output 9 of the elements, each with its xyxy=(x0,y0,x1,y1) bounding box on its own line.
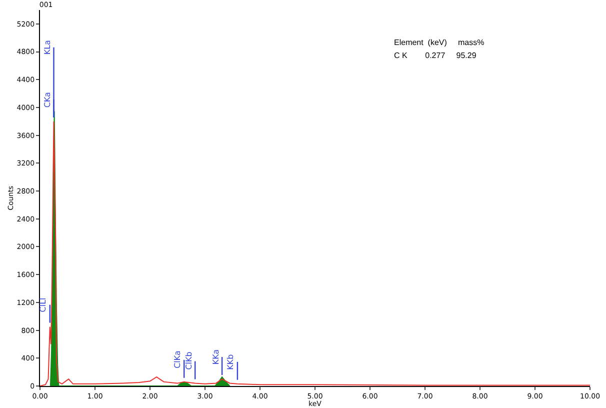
annotation: Element (keV) mass% xyxy=(394,38,484,47)
annotation: ClKb xyxy=(184,352,194,370)
annotation: KKa xyxy=(212,349,221,365)
annotation: CKa xyxy=(42,92,52,108)
annotation: KKb xyxy=(226,354,236,370)
annotation: KLa xyxy=(42,40,52,55)
annotation: ClLl xyxy=(38,298,48,312)
annotation: C K 0.277 95.29 xyxy=(394,51,477,60)
annotation: ClKa xyxy=(172,350,182,368)
